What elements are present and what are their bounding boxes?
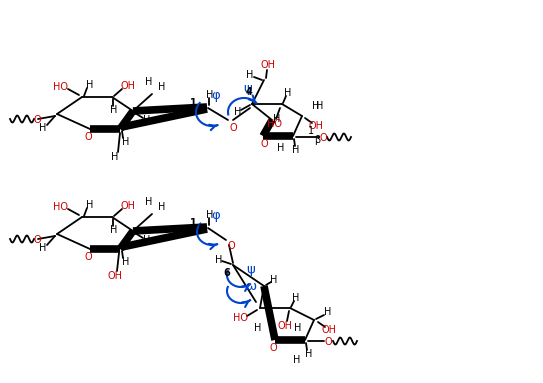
Text: β: β: [314, 135, 320, 145]
Text: OH: OH: [321, 325, 337, 335]
Text: H: H: [294, 323, 302, 333]
Text: H: H: [270, 275, 277, 285]
Text: H: H: [86, 80, 94, 90]
Text: H: H: [206, 90, 214, 100]
Text: OH: OH: [121, 201, 136, 211]
Text: 1: 1: [190, 218, 197, 228]
Text: H: H: [110, 225, 118, 235]
Text: H: H: [39, 243, 47, 253]
Text: O: O: [84, 252, 92, 262]
Text: H: H: [305, 349, 313, 359]
Text: H: H: [146, 197, 153, 207]
Text: H: H: [110, 105, 118, 115]
Text: 6: 6: [224, 268, 230, 278]
Text: H: H: [235, 107, 242, 117]
Text: OH: OH: [277, 321, 293, 331]
Text: H: H: [292, 293, 300, 303]
Text: H: H: [146, 77, 153, 87]
Text: H: H: [324, 307, 332, 317]
Text: H: H: [122, 137, 130, 147]
Text: φ: φ: [212, 208, 220, 221]
Text: O: O: [260, 139, 268, 149]
Text: O: O: [227, 241, 235, 251]
Text: OH: OH: [108, 271, 123, 281]
Text: O: O: [84, 132, 92, 142]
Text: O: O: [33, 115, 41, 125]
Text: H: H: [254, 323, 262, 333]
Text: H: H: [122, 257, 130, 267]
Text: H: H: [277, 143, 285, 153]
Text: H: H: [159, 82, 166, 92]
Text: O: O: [319, 133, 327, 143]
Text: H: H: [39, 123, 47, 133]
Text: HO: HO: [232, 313, 248, 323]
Text: OH: OH: [308, 121, 324, 131]
Text: H: H: [317, 101, 324, 111]
Text: β: β: [197, 104, 203, 114]
Text: HO: HO: [53, 202, 67, 212]
Text: H: H: [273, 114, 281, 124]
Text: HO: HO: [53, 82, 67, 92]
Text: H: H: [216, 255, 223, 265]
Text: O: O: [324, 337, 332, 347]
Text: H: H: [206, 210, 214, 220]
Text: 1: 1: [308, 126, 314, 136]
Text: H: H: [143, 235, 151, 245]
Text: ψ: ψ: [247, 264, 255, 277]
Text: H: H: [86, 200, 94, 210]
Text: OH: OH: [121, 81, 136, 91]
Text: H: H: [312, 101, 320, 111]
Text: 1: 1: [190, 98, 197, 108]
Text: H: H: [292, 145, 300, 155]
Text: H: H: [285, 88, 292, 98]
Text: 4: 4: [245, 87, 252, 97]
Text: H: H: [159, 202, 166, 212]
Text: ψ: ψ: [244, 82, 252, 95]
Text: O: O: [269, 343, 277, 353]
Text: O: O: [33, 235, 41, 245]
Text: ω: ω: [245, 280, 256, 293]
Text: H: H: [111, 152, 119, 162]
Text: HO: HO: [267, 119, 281, 129]
Text: OH: OH: [261, 60, 275, 70]
Text: φ: φ: [212, 88, 220, 101]
Text: H: H: [247, 70, 254, 80]
Text: H: H: [143, 115, 151, 125]
Text: H: H: [293, 355, 301, 365]
Text: O: O: [229, 123, 237, 133]
Text: β: β: [197, 224, 203, 234]
